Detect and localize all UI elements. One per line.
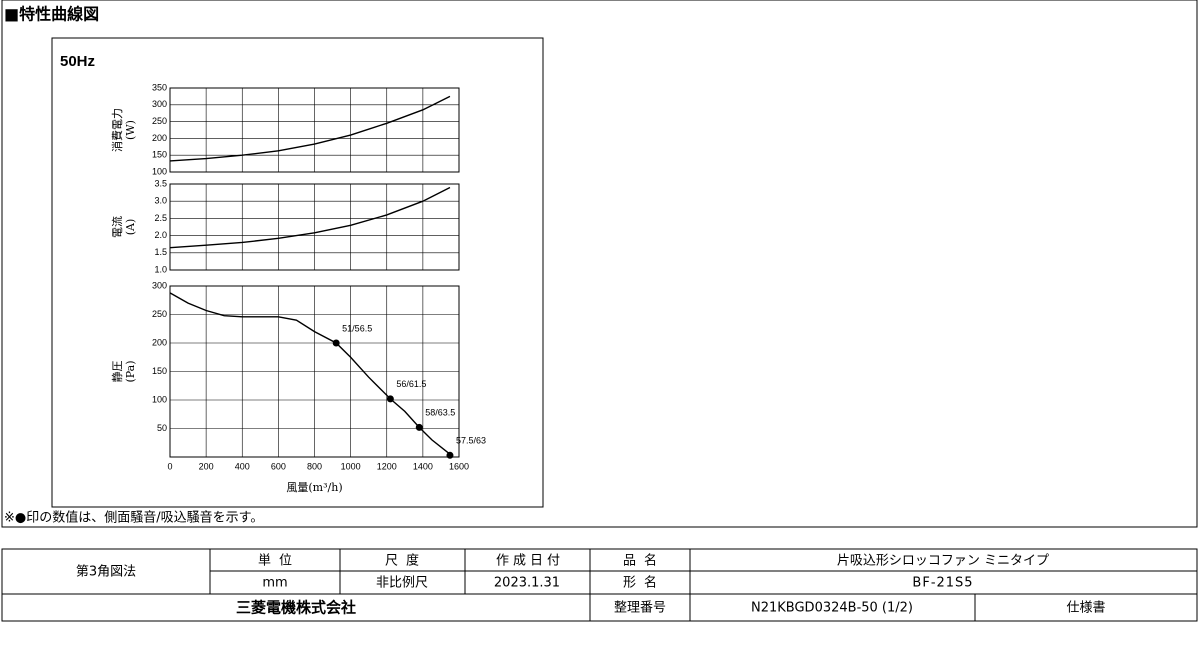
doc-number: N21KBGD0324B-50 (1/2): [751, 601, 913, 616]
y-tick-label: 2.0: [154, 230, 167, 240]
product-label: 品名: [623, 553, 665, 569]
y-tick-label: 150: [152, 150, 167, 160]
y-axis-label: 静圧: [110, 361, 124, 383]
unit-label: 単位: [258, 553, 300, 569]
noise-point: [332, 339, 340, 347]
curve: [169, 292, 451, 455]
y-tick-label: 300: [152, 280, 167, 290]
y-axis-label: (W): [124, 120, 137, 140]
y-tick-label: 100: [152, 166, 167, 176]
noise-label: 51/56.5: [342, 323, 372, 333]
company: 三菱電機株式会社: [236, 599, 356, 617]
chart-frame: [51, 37, 544, 508]
y-tick-label: 200: [152, 337, 167, 347]
x-tick-label: 1000: [341, 461, 361, 471]
y-tick-label: 3.0: [154, 196, 167, 206]
x-tick-label: 1200: [377, 461, 397, 471]
noise-label: 57.5/63: [456, 436, 486, 446]
x-tick-label: 200: [199, 461, 214, 471]
curve: [169, 95, 451, 162]
y-axis-label: (Pa): [124, 360, 137, 382]
noise-point: [415, 423, 423, 431]
y-axis-label: 消費電力: [110, 108, 124, 152]
outer-frame: [1, 0, 1198, 528]
x-tick-label: 1400: [413, 461, 433, 471]
noise-label: 58/63.5: [425, 408, 455, 418]
x-tick-label: 400: [235, 461, 250, 471]
curve: [169, 186, 451, 249]
x-tick-label: 800: [307, 461, 322, 471]
number-label: 整理番号: [614, 601, 666, 616]
x-axis-label: 風量(m³/h): [286, 481, 342, 494]
unit: mm: [262, 576, 287, 591]
scale: 非比例尺: [376, 576, 428, 591]
model: BF-21S5: [912, 576, 973, 591]
x-tick-label: 0: [167, 461, 172, 471]
y-tick-label: 250: [152, 309, 167, 319]
y-tick-label: 1.0: [154, 264, 167, 274]
noise-point: [386, 395, 394, 403]
section-title: ■特性曲線図: [4, 5, 99, 24]
noise-label: 56/61.5: [396, 379, 426, 389]
date-label: 作成日付: [496, 554, 564, 569]
y-axis-label: (A): [124, 219, 137, 236]
x-tick-label: 600: [271, 461, 286, 471]
y-tick-label: 1.5: [154, 247, 167, 257]
product: 片吸込形シロッコファン ミニタイプ: [837, 554, 1049, 569]
note: ※●印の数值は、側面騒音/吸込騒音を示す。: [4, 510, 263, 526]
x-tick-label: 1600: [449, 461, 469, 471]
y-tick-label: 3.5: [154, 178, 167, 188]
title-block: 第3角図法 単位 mm 尺度 非比例尺 作成日付 2023.1.31 品名 形名…: [1, 548, 1198, 622]
y-tick-label: 350: [152, 82, 167, 92]
frequency: 50Hz: [60, 53, 95, 70]
y-tick-label: 100: [152, 394, 167, 404]
scale-label: 尺度: [385, 553, 427, 569]
y-axis-label: 電流: [110, 216, 124, 238]
y-tick-label: 250: [152, 116, 167, 126]
noise-point: [446, 451, 454, 459]
y-tick-label: 300: [152, 99, 167, 109]
y-tick-label: 2.5: [154, 213, 167, 223]
date: 2023.1.31: [494, 576, 560, 591]
y-tick-label: 50: [157, 423, 167, 433]
projection: 第3角図法: [76, 565, 136, 580]
y-tick-label: 200: [152, 133, 167, 143]
model-label: 形名: [623, 575, 665, 591]
doc-type: 仕様書: [1066, 601, 1105, 616]
y-tick-label: 150: [152, 366, 167, 376]
block-frame: [1, 548, 1198, 622]
